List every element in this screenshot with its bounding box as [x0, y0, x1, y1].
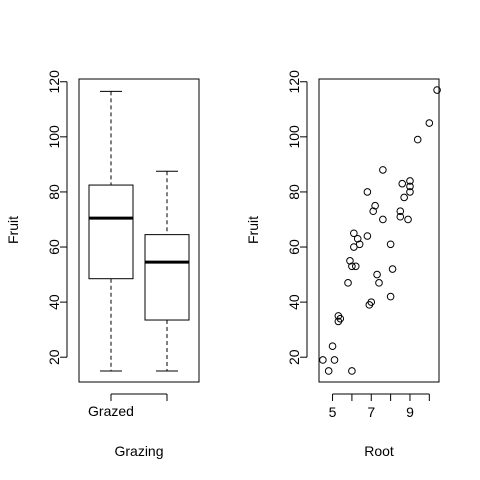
scatter-point: [388, 265, 397, 273]
y-tick-label: 100: [286, 125, 302, 149]
scatter-point: [406, 188, 414, 196]
boxplot-frame: [78, 78, 200, 383]
scatter-point: [386, 240, 395, 249]
scatter-point: [324, 367, 333, 375]
boxplot-y-axis-title: Fruit: [5, 216, 21, 244]
scatter-point: [363, 232, 372, 240]
scatter-y-axis: 20 40 60 80 100 120: [286, 70, 308, 365]
x-tick-label: 7: [367, 404, 375, 420]
y-tick-label: 80: [46, 184, 62, 200]
scatter-point: [379, 166, 387, 174]
y-tick-label: 80: [286, 184, 302, 200]
box-group: [88, 90, 134, 372]
scatter-point: [375, 279, 383, 287]
y-tick-label: 60: [46, 239, 62, 255]
scatter-frame: [318, 78, 440, 383]
scatter-point: [413, 135, 422, 144]
scatter-panel: 20 40 60 80 100 120 5 7 9 Root Fruit: [245, 70, 441, 459]
y-tick-label: 20: [286, 349, 302, 365]
x-tick-label: Grazed: [88, 403, 134, 419]
scatter-point: [348, 262, 356, 271]
scatter-point: [406, 177, 414, 185]
scatter-point: [379, 215, 387, 224]
scatter-point: [367, 298, 376, 306]
y-tick-label: 40: [286, 294, 302, 310]
scatter-point: [330, 356, 339, 364]
scatter-point: [351, 262, 360, 271]
x-tick-label: 5: [329, 404, 337, 420]
scatter-point: [350, 229, 358, 238]
box-group: [144, 170, 190, 372]
scatter-point: [396, 212, 405, 221]
x-tick-label: 9: [406, 404, 414, 420]
boxplot-y-axis: 20 40 60 80 100 120: [46, 70, 68, 365]
y-tick-label: 120: [286, 70, 302, 94]
scatter-point: [371, 201, 379, 210]
scatter-x-axis: 5 7 9: [329, 393, 430, 420]
y-tick-label: 100: [46, 125, 62, 149]
scatter-point: [348, 367, 356, 375]
scatter-point: [328, 342, 337, 350]
scatter-point: [386, 292, 395, 301]
box-iqr: [144, 234, 190, 321]
scatter-points: [319, 86, 441, 375]
boxplot-x-axis: Grazed: [88, 393, 168, 419]
boxplot-panel: 20 40 60 80 100 120 Grazed Grazing Fruit: [5, 70, 200, 459]
scatter-point: [369, 207, 377, 216]
scatter-point: [425, 119, 434, 127]
scatter-point: [433, 86, 441, 94]
box-iqr: [88, 184, 134, 280]
scatter-x-axis-title: Root: [364, 443, 394, 459]
scatter-point: [353, 234, 362, 243]
scatter-point: [396, 207, 405, 216]
scatter-point: [346, 257, 354, 265]
scatter-point: [406, 182, 414, 191]
scatter-point: [319, 356, 327, 364]
scatter-point: [363, 188, 372, 196]
scatter-point: [373, 270, 381, 279]
y-tick-label: 120: [46, 70, 62, 94]
y-tick-label: 40: [46, 294, 62, 310]
y-tick-label: 20: [46, 349, 62, 365]
scatter-point: [404, 215, 412, 224]
scatter-point: [398, 179, 407, 188]
scatter-point: [400, 193, 408, 202]
scatter-point: [336, 314, 345, 323]
boxplot-x-axis-title: Grazing: [114, 443, 163, 459]
scatter-point: [355, 240, 364, 249]
boxplot-marks: [88, 90, 190, 372]
scatter-point: [344, 279, 352, 287]
scatter-y-axis-title: Fruit: [245, 216, 261, 244]
y-tick-label: 60: [286, 239, 302, 255]
